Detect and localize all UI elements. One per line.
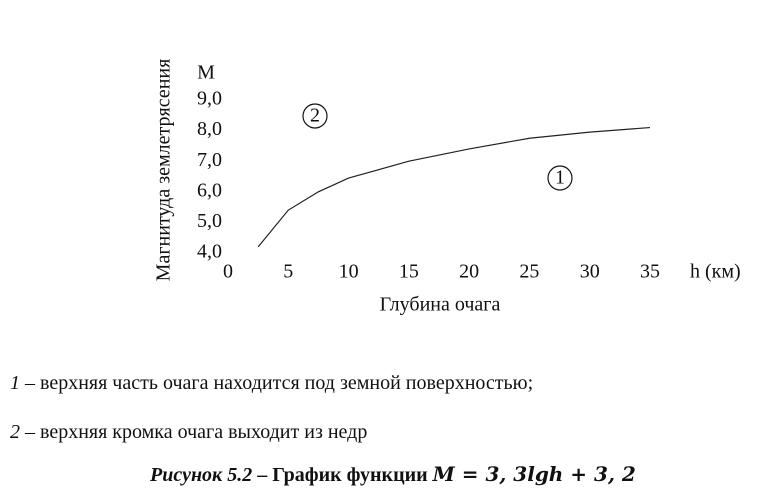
region-circle [547, 165, 573, 191]
y-tick-label: 4,0 [197, 241, 222, 263]
y-tick-label: 8,0 [197, 118, 222, 140]
region-label: 1 [555, 167, 565, 189]
y-tick-label: 6,0 [197, 179, 222, 201]
caption-text: – График функции [257, 464, 428, 486]
note-text: – верхняя часть очага находится под земн… [25, 372, 534, 394]
y-tick-label: 9,0 [197, 88, 222, 110]
x-tick-label: 10 [339, 261, 359, 283]
caption-formula: M = 3, 3lgh + 3, 2 [432, 462, 636, 486]
note: 1 – верхняя часть очага находится под зе… [10, 372, 533, 395]
x-tick-label: 35 [640, 261, 660, 283]
note-text: – верхняя кромка очага выходит из недр [25, 421, 368, 443]
caption: Рисунок 5.2 – График функции M = 3, 3lgh… [150, 462, 636, 487]
x-tick-label: 5 [283, 261, 293, 283]
caption-label: Рисунок 5.2 [150, 464, 253, 486]
y-tick-label: 5,0 [197, 210, 222, 232]
y-axis-symbol: M [197, 62, 215, 84]
x-tick-label: 15 [399, 261, 419, 283]
x-axis-unit: h (км) [690, 261, 741, 283]
note-number: 1 [10, 372, 20, 394]
x-tick-label: 25 [519, 261, 539, 283]
note: 2 – верхняя кромка очага выходит из недр [10, 421, 367, 444]
chart: Магнитуда землетрясения M Глубина очага … [153, 59, 741, 316]
curve [257, 126, 651, 248]
x-axis-label: Глубина очага [380, 294, 501, 316]
region-circle [302, 103, 328, 129]
y-tick-label: 7,0 [197, 149, 222, 171]
x-tick-label: 20 [459, 261, 479, 283]
note-number: 2 [10, 421, 20, 443]
y-axis-label: Магнитуда землетрясения [153, 59, 175, 282]
x-tick-label: 30 [580, 261, 600, 283]
region-label: 2 [310, 105, 320, 127]
x-tick-label: 0 [223, 261, 233, 283]
